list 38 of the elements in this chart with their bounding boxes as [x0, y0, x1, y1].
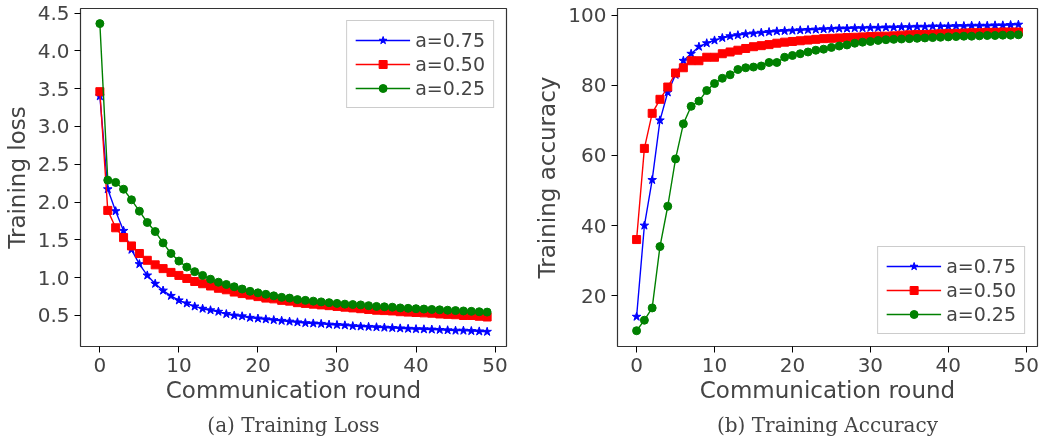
x-tick-label: 40 [935, 352, 962, 377]
y-tick-label: 1.5 [37, 227, 70, 252]
y-tick-label: 0.5 [37, 303, 70, 328]
y-tick-label: 4.0 [37, 38, 70, 63]
x-axis-title: Communication round [699, 376, 956, 403]
y-tick-label: 100 [568, 3, 607, 28]
y-tick-label: 80 [581, 73, 607, 98]
y-tick-label: 40 [581, 213, 607, 238]
y-axis-title: Training loss [3, 106, 30, 250]
x-tick-label: 50 [1013, 352, 1039, 377]
x-tick-label: 30 [324, 352, 350, 377]
y-tick-label: 1.0 [37, 265, 70, 290]
legend-label: a=0.75 [415, 29, 485, 51]
x-tick-label: 30 [857, 352, 884, 377]
legend-label: a=0.75 [946, 255, 1016, 277]
text: (b) Training Accuracy [716, 412, 939, 437]
legend-label: a=0.25 [415, 77, 485, 99]
legend-label: a=0.25 [946, 303, 1016, 325]
legend-label: a=0.50 [415, 53, 485, 75]
x-tick-label: 10 [166, 352, 192, 377]
y-tick-label: 4.5 [37, 1, 70, 26]
x-axis-title: Communication round [165, 376, 422, 403]
y-tick-label: 20 [581, 283, 607, 308]
y-tick-label: 60 [581, 143, 607, 168]
x-tick-label: 20 [779, 352, 806, 377]
y-tick-label: 2.0 [37, 190, 70, 215]
y-axis-title: Training accuracy [534, 76, 561, 280]
x-tick-label: 10 [701, 352, 728, 377]
x-tick-label: 20 [245, 352, 271, 377]
x-tick-label: 0 [93, 352, 107, 377]
x-tick-label: 40 [403, 352, 429, 377]
y-tick-label: 3.0 [37, 114, 70, 139]
y-tick-label: 2.5 [37, 152, 70, 177]
legend-label: a=0.50 [946, 279, 1016, 301]
x-tick-label: 50 [482, 352, 508, 377]
x-tick-label: 0 [630, 352, 643, 377]
y-tick-label: 3.5 [37, 76, 70, 101]
text: (a) Training Loss [207, 412, 380, 437]
